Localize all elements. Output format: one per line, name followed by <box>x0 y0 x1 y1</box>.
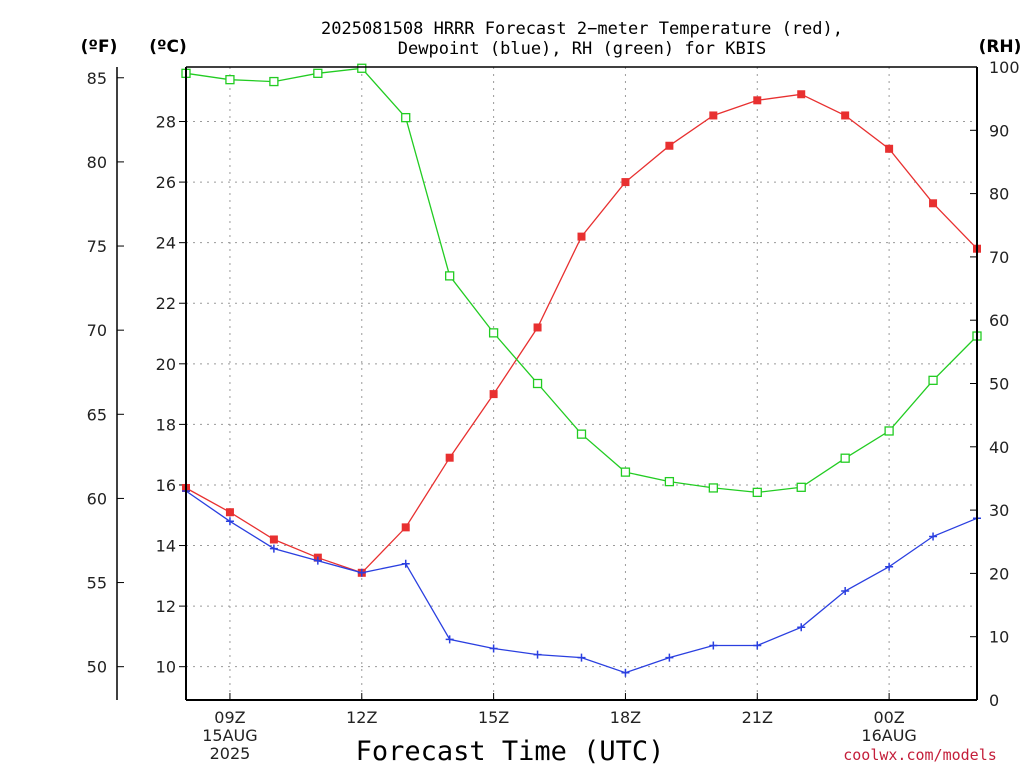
source-credit: coolwx.com/models <box>843 746 997 764</box>
data-point-dewpoint <box>401 559 410 568</box>
data-point-rh <box>401 112 411 123</box>
x-tick-label: 18Z <box>610 708 641 727</box>
y-tick-label-rh: 40 <box>989 438 1009 457</box>
plot-area: 10 12 14 16 18 20 22 24 26 28 50 55 60 65 70 75 80 85 0 10 2… <box>87 58 1020 763</box>
series-line-temperature <box>185 93 978 574</box>
data-point-rh <box>840 453 850 463</box>
data-point-rh <box>532 378 543 389</box>
data-point-dewpoint <box>841 586 850 595</box>
x-tick-label: 21Z <box>742 708 773 727</box>
data-point-temperature <box>709 111 718 120</box>
data-point-rh <box>620 467 631 477</box>
y-tick-label-rh: 60 <box>989 311 1009 330</box>
series-line-rh <box>185 67 978 494</box>
y-tick-label-fahrenheit: 80 <box>87 153 107 172</box>
data-point-rh <box>576 429 587 439</box>
y-tick-label-celsius: 16 <box>156 476 176 495</box>
y-tick-label-celsius: 14 <box>156 537 176 556</box>
data-point-temperature <box>797 90 806 99</box>
data-point-temperature <box>269 535 278 544</box>
x-tick-label: 00Z <box>873 708 904 727</box>
data-point-dewpoint <box>533 650 542 659</box>
y-tick-label-fahrenheit: 75 <box>87 237 107 256</box>
data-point-temperature <box>445 453 454 462</box>
data-point-temperature <box>841 111 850 120</box>
y-tick-label-fahrenheit: 50 <box>87 658 107 677</box>
x-tick-label: 12Z <box>346 708 377 727</box>
data-point-rh <box>488 328 499 338</box>
y-tick-label-fahrenheit: 65 <box>87 405 107 424</box>
series-line-dewpoint <box>185 490 978 674</box>
y-tick-label-rh: 10 <box>989 628 1009 647</box>
data-point-rh <box>664 476 675 487</box>
data-point-rh <box>708 483 718 493</box>
data-point-temperature <box>753 96 762 105</box>
data-point-dewpoint <box>489 644 498 653</box>
data-point-dewpoint <box>225 517 234 526</box>
data-point-temperature <box>665 141 674 150</box>
data-point-dewpoint <box>445 635 454 644</box>
data-point-rh <box>752 487 762 498</box>
y-tick-label-fahrenheit: 60 <box>87 489 107 508</box>
data-point-dewpoint <box>313 556 322 565</box>
data-point-temperature <box>621 178 630 187</box>
y-tick-label-fahrenheit: 55 <box>87 574 107 593</box>
y-tick-label-fahrenheit: 70 <box>87 321 107 340</box>
y-tick-label-celsius: 24 <box>156 234 176 253</box>
y-tick-label-rh: 20 <box>989 564 1009 583</box>
x-tick-label: 16AUG <box>861 726 916 745</box>
x-tick-label: 2025 <box>210 744 251 763</box>
data-point-rh <box>884 426 894 436</box>
data-point-temperature <box>401 523 410 532</box>
y-tick-label-rh: 0 <box>989 691 999 710</box>
y-tick-label-rh: 80 <box>989 185 1009 204</box>
y-tick-label-celsius: 18 <box>156 415 176 434</box>
chart-title-line1: 2025081508 HRRR Forecast 2−meter Tempera… <box>321 19 843 39</box>
data-point-dewpoint <box>709 641 718 650</box>
data-point-temperature <box>489 390 498 399</box>
unit-label-celsius: (ºC) <box>149 37 187 57</box>
y-tick-label-rh: 90 <box>989 121 1009 140</box>
data-point-temperature <box>885 144 894 153</box>
data-point-temperature <box>533 323 542 332</box>
x-axis-title: Forecast Time (UTC) <box>356 736 665 767</box>
data-point-dewpoint <box>885 562 894 571</box>
data-point-dewpoint <box>621 668 630 677</box>
data-point-dewpoint <box>665 653 674 662</box>
x-tick-label: 09Z <box>214 708 245 727</box>
data-point-temperature <box>577 232 586 241</box>
y-tick-label-celsius: 26 <box>156 173 176 192</box>
data-point-dewpoint <box>577 653 586 662</box>
data-point-rh <box>357 63 367 73</box>
y-tick-label-rh: 50 <box>989 375 1009 394</box>
y-tick-label-rh: 30 <box>989 501 1009 520</box>
y-tick-label-celsius: 28 <box>156 113 176 132</box>
y-tick-label-rh: 70 <box>989 248 1009 267</box>
y-tick-label-celsius: 12 <box>156 597 176 616</box>
data-point-temperature <box>225 508 234 517</box>
unit-label-rh: (RH) <box>979 37 1022 57</box>
data-point-dewpoint <box>929 532 938 541</box>
unit-label-fahrenheit: (ºF) <box>81 37 118 57</box>
y-tick-label-celsius: 10 <box>156 658 176 677</box>
y-tick-label-celsius: 22 <box>156 294 176 313</box>
data-point-rh <box>796 482 806 492</box>
y-tick-label-celsius: 20 <box>156 355 176 374</box>
data-point-rh <box>269 76 279 87</box>
x-tick-label: 15Z <box>478 708 509 727</box>
data-point-rh <box>225 75 235 85</box>
data-point-dewpoint <box>269 544 278 553</box>
y-tick-label-rh: 100 <box>989 58 1020 77</box>
data-point-temperature <box>929 199 938 208</box>
data-point-rh <box>313 68 323 78</box>
data-point-dewpoint <box>797 623 806 632</box>
chart-title-line2: Dewpoint (blue), RH (green) for KBIS <box>398 39 766 59</box>
x-tick-label: 15AUG <box>202 726 257 745</box>
data-point-rh <box>445 271 455 281</box>
y-tick-label-fahrenheit: 85 <box>87 69 107 88</box>
data-point-rh <box>928 375 938 385</box>
data-point-dewpoint <box>753 641 762 650</box>
data-point-dewpoint <box>357 568 366 577</box>
